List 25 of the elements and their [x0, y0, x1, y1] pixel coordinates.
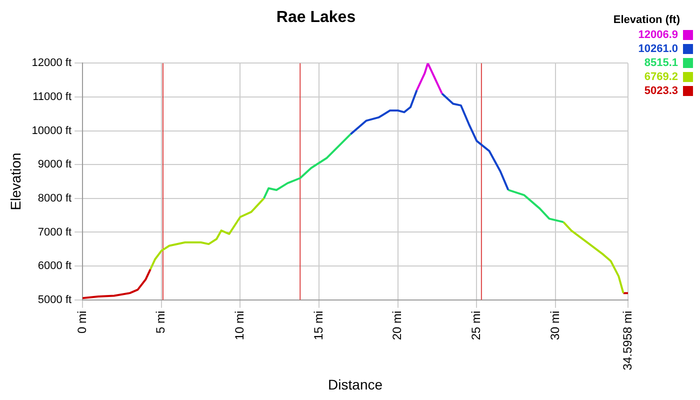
- x-tick-label: 10 mi: [232, 310, 247, 340]
- y-tick-label: 8000 ft: [38, 192, 72, 204]
- x-tick-label: 15 mi: [311, 310, 326, 340]
- x-tick-label: 25 mi: [469, 310, 484, 340]
- color-bar-label: 5023.3: [644, 85, 678, 98]
- chart-title: Rae Lakes: [276, 9, 356, 26]
- color-bar-title: Elevation (ft): [613, 14, 680, 26]
- y-tick-label: 6000 ft: [38, 260, 72, 272]
- y-tick-label: 9000 ft: [38, 158, 72, 171]
- x-tick-label: 30 mi: [548, 310, 562, 340]
- color-bar-label: 8515.1: [644, 57, 678, 70]
- y-tick-label: 12000 ft: [32, 57, 72, 70]
- y-tick-label: 5000 ft: [38, 294, 72, 306]
- x-tick-label: 34.5958 mi: [620, 310, 634, 370]
- color-bar-label: 12006.9: [638, 29, 678, 42]
- y-tick-label: 7000 ft: [38, 226, 72, 238]
- y-tick-label: 10000 ft: [32, 124, 72, 137]
- x-axis-title: Distance: [328, 376, 383, 392]
- color-bar-label: 6769.2: [644, 71, 678, 84]
- color-bar-label: 10261.0: [638, 43, 678, 56]
- x-tick-label: 0 mi: [74, 310, 89, 334]
- x-tick-label: 5 mi: [154, 310, 168, 334]
- y-tick-label: 11000 ft: [32, 91, 72, 104]
- y-axis-title: Elevation: [7, 152, 24, 210]
- x-tick-label: 20 mi: [390, 310, 404, 340]
